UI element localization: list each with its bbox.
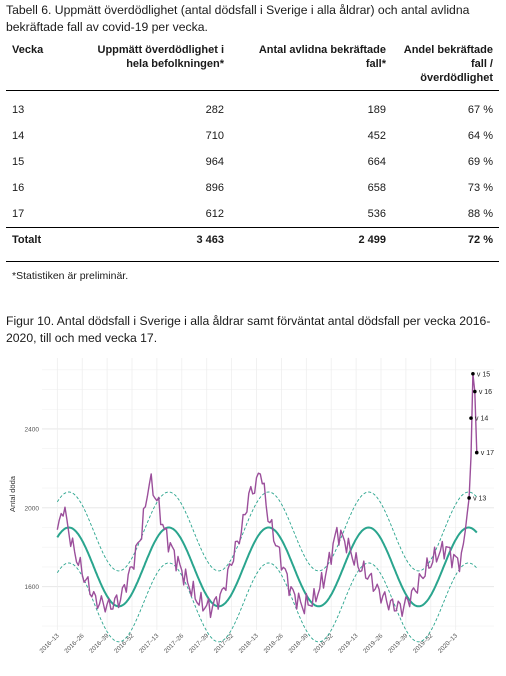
week-point (467, 496, 471, 500)
cell-share: 64 % (467, 130, 493, 142)
table-header-row: Vecka Uppmätt överdödlighet i hela befol… (6, 41, 499, 91)
x-tick-label: 2018–13 (238, 632, 261, 655)
header-share: Andel bekräftade fall / överdödlighet (403, 44, 493, 84)
table-bottom-rule (6, 261, 499, 262)
cell-total-share: 72 % (467, 234, 493, 246)
week-annotation-label: v 16 (479, 389, 492, 396)
table-row: 13 282 189 67 % (6, 91, 499, 124)
cell-excess: 710 (205, 130, 224, 142)
cell-week: 14 (12, 130, 25, 142)
cell-week: 16 (12, 182, 25, 194)
expected-upper-band (56, 491, 478, 572)
cell-excess: 964 (205, 156, 224, 168)
x-tick-label: 2019–13 (337, 632, 360, 655)
x-tick-label: 2017–52 (213, 632, 236, 655)
mortality-line-chart: 2016–13 2016–26 2016–39 2016–52 2017–13 2017–… (8, 358, 494, 655)
x-tick-label: 2019–52 (412, 632, 435, 655)
header-week: Vecka (12, 44, 44, 56)
table-footnote: *Statistiken är preliminär. (12, 270, 129, 282)
x-tick-label: 2018–26 (263, 632, 286, 655)
table-caption: Tabell 6. Uppmätt överdödlighet (antal d… (6, 3, 470, 34)
y-tick-label: 1600 (25, 584, 40, 591)
expected-deaths-line (56, 526, 478, 608)
x-tick-label: 2016–13 (38, 632, 61, 655)
cell-share: 73 % (467, 182, 493, 194)
cell-share: 88 % (467, 208, 493, 220)
cell-week: 17 (12, 208, 25, 220)
figure-caption: Figur 10. Antal dödsfall i Sverige i all… (6, 314, 491, 345)
week-point (473, 389, 477, 394)
cell-excess: 282 (205, 104, 224, 116)
x-tick-label: 2019–39 (387, 632, 410, 655)
cell-confirmed: 452 (367, 130, 386, 142)
x-tick-label: 2020–13 (437, 632, 460, 655)
table-row: 15 964 664 69 % (6, 149, 499, 175)
header-excess: Uppmätt överdödlighet i hela befolkninge… (97, 44, 225, 70)
cell-total-excess: 3 463 (196, 234, 224, 246)
observed-deaths-line (56, 373, 478, 619)
y-axis-label: Antal döda (8, 475, 17, 512)
cell-week: 15 (12, 156, 25, 168)
week-annotation-label: v 14 (475, 416, 488, 423)
x-tick-label: 2016–52 (113, 632, 136, 655)
cell-total-confirmed: 2 499 (358, 234, 386, 246)
cell-excess: 896 (205, 182, 224, 194)
cell-excess: 612 (205, 208, 224, 220)
cell-confirmed: 189 (367, 104, 386, 116)
plot-background (42, 358, 494, 630)
x-tick-label: 2016–26 (63, 632, 86, 655)
cell-confirmed: 658 (367, 182, 386, 194)
cell-total-label: Totalt (12, 234, 42, 246)
cell-week: 13 (12, 104, 25, 116)
excess-mortality-table: Vecka Uppmätt överdödlighet i hela befol… (6, 41, 499, 252)
table-row: 17 612 536 88 % (6, 201, 499, 228)
x-tick-label: 2017–39 (188, 632, 211, 655)
cell-confirmed: 664 (367, 156, 386, 168)
x-tick-label: 2018–39 (287, 632, 310, 655)
cell-share: 69 % (467, 156, 493, 168)
table-row: 16 896 658 73 % (6, 175, 499, 201)
x-tick-label: 2017–26 (163, 632, 186, 655)
week-annotation-label: v 17 (481, 450, 494, 457)
week-point (469, 416, 473, 420)
week-point (471, 371, 475, 376)
expected-lower-band (56, 562, 478, 643)
cell-share: 67 % (467, 104, 493, 116)
week-annotation-label: v 13 (473, 495, 486, 502)
x-tick-label: 2017–13 (138, 632, 161, 655)
table-row: 14 710 452 64 % (6, 123, 499, 149)
week-annotation-label: v 15 (477, 371, 490, 378)
y-tick-label: 2400 (25, 426, 40, 433)
x-tick-label: 2019–26 (362, 632, 385, 655)
y-tick-label: 2000 (25, 505, 40, 512)
cell-confirmed: 536 (367, 208, 386, 220)
table-total-row: Totalt 3 463 2 499 72 % (6, 227, 499, 253)
week-point (474, 450, 479, 455)
x-tick-label: 2018–52 (312, 632, 335, 655)
header-confirmed-deaths: Antal avlidna bekräftade fall* (258, 44, 386, 70)
x-tick-label: 2016–39 (88, 632, 111, 655)
